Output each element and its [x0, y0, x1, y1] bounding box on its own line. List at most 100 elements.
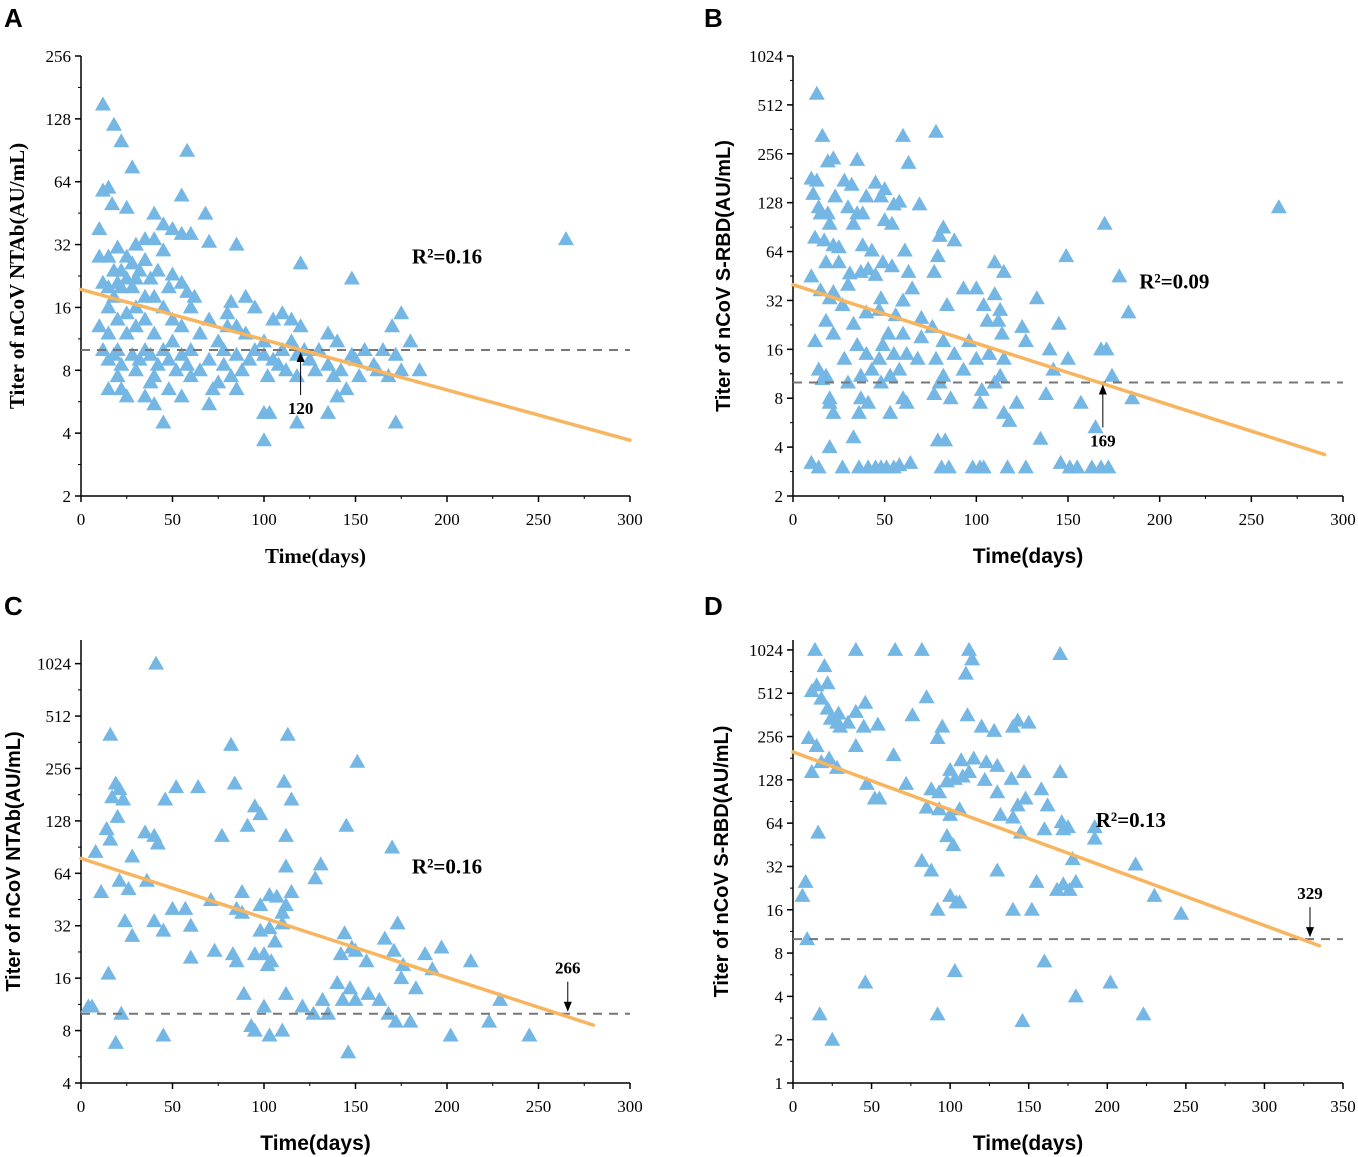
data-point [393, 970, 410, 985]
data-point [137, 251, 154, 266]
y-tick-label: 512 [46, 707, 72, 726]
data-point [854, 237, 871, 252]
data-point [179, 142, 196, 157]
data-point [277, 827, 294, 842]
data-point [847, 703, 864, 718]
data-point [149, 356, 166, 371]
data-point [173, 318, 190, 333]
x-tick-label: 0 [77, 510, 86, 529]
data-point [283, 333, 300, 348]
data-point [858, 304, 875, 319]
data-point [858, 188, 875, 203]
data-point [94, 96, 111, 111]
data-point [854, 205, 871, 220]
data-point [127, 236, 144, 251]
data-point [939, 828, 955, 843]
data-point [1003, 770, 1020, 785]
data-point [98, 821, 115, 836]
data-point [197, 205, 214, 220]
data-point [100, 325, 117, 340]
data-point [1052, 645, 1069, 660]
data-point [142, 346, 159, 361]
data-point [349, 753, 366, 768]
data-point [895, 127, 911, 142]
data-point [873, 188, 889, 203]
data-point [104, 789, 121, 804]
data-point [100, 351, 117, 366]
data-point [954, 768, 971, 783]
data-point [836, 350, 853, 365]
data-point [869, 716, 886, 731]
data-point [239, 817, 256, 832]
data-point [186, 288, 203, 303]
data-point [885, 345, 902, 360]
data-point [109, 311, 126, 326]
data-point [857, 974, 874, 989]
data-point [995, 350, 1012, 365]
data-point [918, 799, 935, 814]
data-point [1067, 988, 1084, 1003]
data-point [301, 351, 318, 366]
y-tick-label: 2 [63, 487, 72, 506]
data-point [146, 205, 163, 220]
data-point [320, 404, 337, 419]
y-tick-label: 256 [758, 145, 784, 164]
data-point [1014, 1012, 1031, 1027]
data-point [124, 927, 141, 942]
data-point [819, 700, 836, 715]
data-point [896, 242, 913, 257]
y-tick-label: 16 [766, 340, 783, 359]
regression-line [79, 856, 596, 1027]
intercept-annotation: 120 [288, 352, 313, 418]
data-point [206, 942, 223, 957]
data-point [329, 975, 346, 990]
data-point [521, 1027, 538, 1042]
data-point [923, 862, 940, 877]
data-point [312, 856, 329, 871]
data-point [811, 1006, 828, 1021]
panel-letter: D [704, 591, 723, 621]
y-tick-label: 8 [63, 361, 72, 380]
data-point [825, 404, 842, 419]
data-point [929, 901, 946, 916]
data-point [803, 764, 820, 779]
x-axis-label: Time(days) [973, 1132, 1084, 1155]
data-point [945, 837, 962, 852]
x-tick-label: 0 [77, 1097, 86, 1116]
panel-letter: A [4, 3, 23, 33]
data-point [223, 368, 240, 383]
data-point [274, 1022, 291, 1037]
data-point [387, 346, 404, 361]
data-point [1102, 974, 1119, 989]
data-point [118, 388, 135, 403]
data-point [840, 276, 856, 291]
data-point [462, 953, 479, 968]
data-point [160, 351, 177, 366]
data-point [834, 459, 851, 474]
data-point [1050, 315, 1067, 330]
data-point [858, 775, 875, 790]
data-point [1067, 873, 1084, 888]
data-point [972, 394, 988, 409]
panel-b: B 2 4 8 16 32 64 128 256 512 1024 0 50 100 150 200 250 30… [704, 3, 1356, 568]
data-point [113, 279, 130, 294]
data-point [387, 1013, 404, 1028]
data-point [100, 965, 117, 980]
x-tick-label: 200 [1147, 510, 1173, 529]
data-point [277, 362, 294, 377]
data-point [1001, 412, 1018, 427]
data-point [433, 939, 450, 954]
intercept-annotation: 329 [1297, 884, 1323, 938]
y-tick-label: 256 [46, 759, 72, 778]
data-point [288, 414, 305, 429]
data-point [968, 280, 985, 295]
y-tick-label: 4 [775, 438, 784, 457]
y-tick-label: 16 [54, 298, 71, 317]
data-point [1069, 459, 1086, 474]
data-point [393, 362, 410, 377]
x-tick-label: 350 [1330, 1097, 1356, 1116]
arrow-head [1098, 384, 1107, 395]
data-point [283, 311, 300, 326]
data-point [160, 381, 177, 396]
data-point [407, 980, 424, 995]
